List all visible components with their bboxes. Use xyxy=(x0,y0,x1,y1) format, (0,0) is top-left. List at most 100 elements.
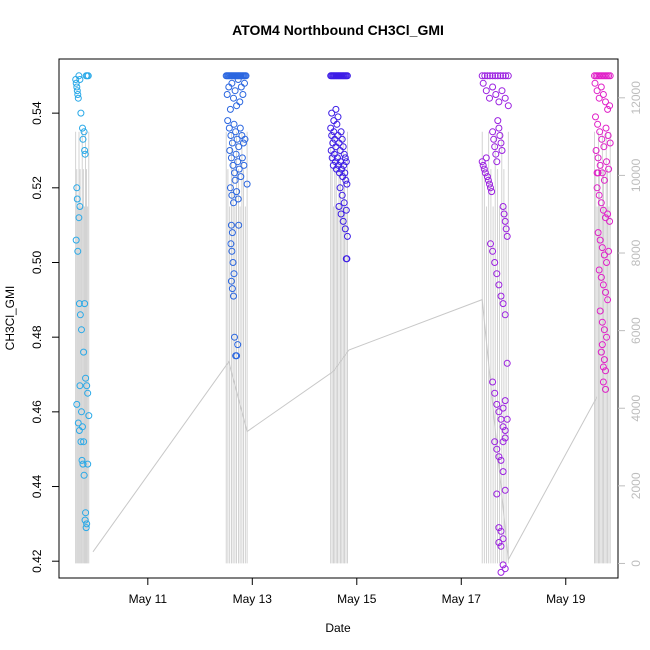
data-point xyxy=(591,79,599,87)
data-point xyxy=(605,165,613,173)
data-point xyxy=(339,143,347,151)
data-point xyxy=(73,87,81,95)
data-point xyxy=(77,109,85,117)
data-point xyxy=(229,259,237,266)
x-tick-label: May 13 xyxy=(233,592,273,606)
data-point xyxy=(84,460,92,468)
axes-layer: May 11 May 13 May 15 May 17 May 19 0.42 0.44 0.… xyxy=(30,58,643,606)
data-point xyxy=(84,389,92,397)
data-point xyxy=(604,132,612,139)
data-point xyxy=(596,128,604,136)
data-point xyxy=(501,94,509,102)
data-point xyxy=(497,415,505,423)
data-point xyxy=(343,255,351,263)
data-point xyxy=(599,91,607,98)
data-point xyxy=(602,288,609,296)
data-point xyxy=(75,300,83,308)
data-point xyxy=(79,124,86,132)
data-point xyxy=(73,400,81,408)
data-point xyxy=(230,292,237,300)
data-point xyxy=(596,161,604,169)
data-point xyxy=(596,307,604,315)
data-point xyxy=(503,232,511,240)
data-point xyxy=(491,259,499,266)
y2-tick-label: 6000 xyxy=(629,317,643,344)
data-point xyxy=(227,132,235,139)
data-point xyxy=(239,139,247,147)
data-point xyxy=(489,378,497,386)
data-point xyxy=(504,102,512,110)
data-point xyxy=(598,318,606,326)
data-point xyxy=(77,438,85,446)
data-point xyxy=(72,236,80,244)
data-point xyxy=(480,165,488,173)
data-point xyxy=(497,527,505,535)
data-point xyxy=(74,247,82,255)
data-point xyxy=(479,161,487,169)
data-point xyxy=(80,471,88,479)
y2-tick-label: 12000 xyxy=(629,81,643,115)
data-point xyxy=(604,296,612,304)
data-point xyxy=(478,72,486,80)
data-point xyxy=(478,158,486,166)
data-point xyxy=(593,87,601,95)
data-point xyxy=(339,217,347,225)
data-point xyxy=(602,385,609,393)
data-point xyxy=(501,434,509,442)
data-point xyxy=(491,389,499,397)
data-point xyxy=(593,184,601,192)
data-point xyxy=(230,199,237,207)
y2-tick-label: 10000 xyxy=(629,158,643,192)
data-point xyxy=(500,210,508,218)
data-point xyxy=(76,203,84,210)
data-point xyxy=(233,188,241,196)
data-point xyxy=(495,524,503,532)
y-tick-label: 0.42 xyxy=(30,549,44,573)
data-point xyxy=(598,135,606,143)
data-point xyxy=(78,326,85,334)
data-point xyxy=(487,184,494,192)
y-tick-label: 0.44 xyxy=(30,475,44,499)
data-point xyxy=(496,132,504,139)
series-5 xyxy=(591,72,614,393)
data-point xyxy=(495,539,503,546)
data-point xyxy=(495,98,503,106)
data-point xyxy=(603,333,610,341)
data-point xyxy=(237,83,245,91)
data-point xyxy=(594,154,602,162)
data-point xyxy=(338,191,346,199)
data-point xyxy=(241,135,249,143)
data-point xyxy=(483,173,491,181)
data-point xyxy=(231,176,239,184)
data-point xyxy=(236,98,244,106)
data-point xyxy=(228,191,236,199)
data-point xyxy=(492,150,500,158)
data-point xyxy=(499,404,507,412)
data-point xyxy=(230,94,237,102)
data-point xyxy=(227,221,235,229)
data-point xyxy=(233,102,241,110)
series-4 xyxy=(478,72,512,576)
data-point xyxy=(239,91,247,98)
data-point xyxy=(79,423,86,431)
data-point xyxy=(226,147,234,154)
data-point xyxy=(493,490,501,498)
data-point xyxy=(328,109,336,117)
altitude-line xyxy=(92,298,598,562)
data-point xyxy=(492,91,500,98)
data-point xyxy=(592,147,600,154)
data-point xyxy=(225,124,233,132)
data-point xyxy=(596,236,604,244)
data-point xyxy=(240,161,248,169)
data-point xyxy=(343,72,351,80)
altitude-layer xyxy=(75,131,611,564)
data-point xyxy=(75,72,83,80)
data-point xyxy=(340,150,348,158)
data-point xyxy=(338,135,346,143)
data-point xyxy=(598,341,606,349)
data-point xyxy=(499,561,507,569)
data-point xyxy=(337,210,345,218)
data-point xyxy=(592,113,599,121)
data-point xyxy=(228,229,236,237)
data-point xyxy=(228,79,236,87)
